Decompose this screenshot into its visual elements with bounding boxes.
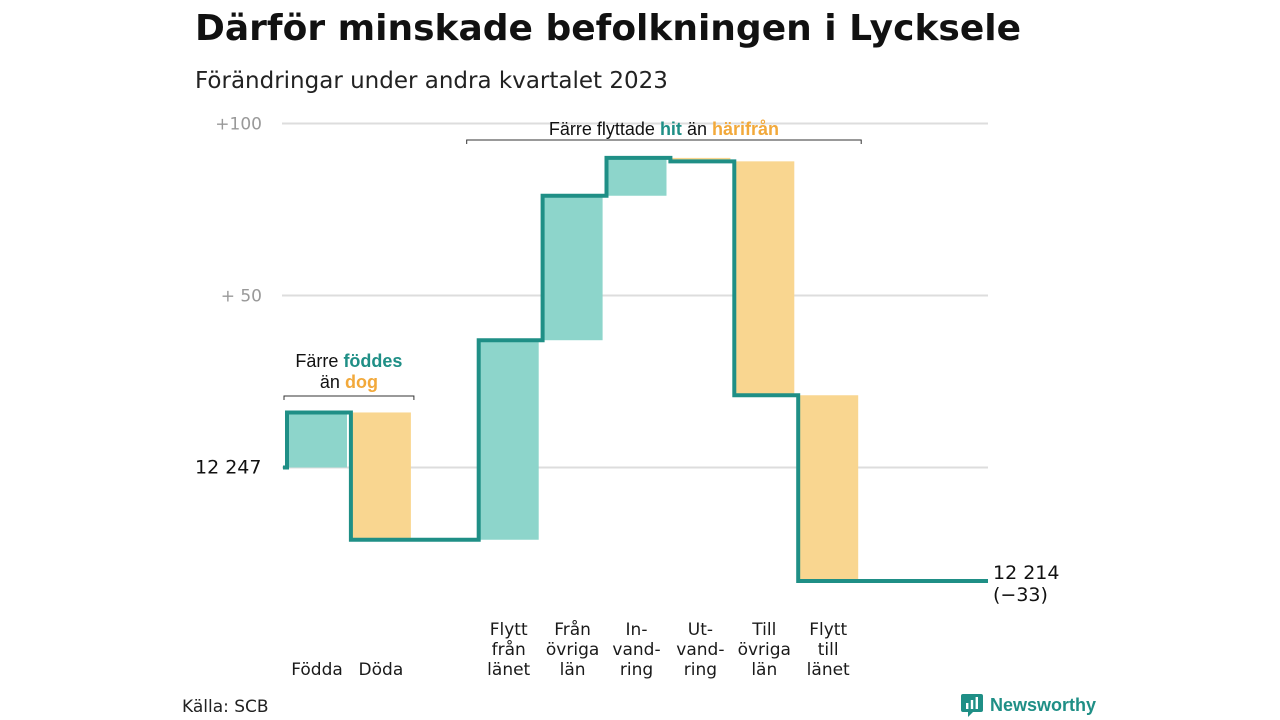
category-label: länet (487, 660, 530, 680)
end-change-label: (−33) (993, 584, 1048, 606)
annotation-bracket (283, 395, 415, 400)
annotation-text: Färre föddes (295, 351, 402, 371)
annotation-span: härifrån (712, 119, 779, 139)
y-tick-label: +100 (215, 115, 262, 135)
decrease-bar (350, 412, 411, 540)
annotation-bracket (466, 139, 862, 144)
step-line-layer (283, 155, 988, 584)
chart-subtitle: Förändringar under andra kvartalet 2023 (195, 68, 668, 94)
category-label: till (818, 640, 839, 660)
category-label: vand- (676, 640, 724, 660)
category-label: län (560, 660, 586, 680)
category-label: Flytt (809, 620, 847, 640)
annotation-span: än (682, 119, 712, 139)
annotation-span: föddes (343, 351, 402, 371)
brand-logo: Newsworthy (960, 692, 1096, 718)
brand-name: Newsworthy (990, 694, 1097, 715)
source-note: Källa: SCB (182, 697, 269, 717)
category-labels: Födda DödaFlyttfrånlänetFrånövrigalänIn-v… (291, 619, 850, 680)
increase-bar (606, 157, 667, 196)
annotation-span: dog (345, 372, 378, 392)
category-label: ring (684, 660, 717, 680)
category-label: från (492, 639, 526, 660)
end-value-label: 12 214 (993, 562, 1059, 584)
annotation-text: Färre flyttade hit än härifrån (549, 119, 779, 139)
increase-bar (287, 412, 347, 468)
annotation-text: än dog (320, 372, 378, 392)
category-label: Från (554, 619, 591, 640)
annotation-span: än (320, 372, 345, 392)
y-tick-label: + 50 (221, 287, 262, 307)
endpoint-labels: 12 247 12 214(−33) (195, 457, 1059, 607)
start-value-label: 12 247 (195, 457, 261, 479)
annotation-span: Färre (295, 351, 343, 371)
category-label: Döda (359, 660, 404, 680)
chart-title: Därför minskade befolkningen i Lycksele (195, 8, 1021, 49)
decrease-bar (798, 395, 859, 582)
category-label: Till (751, 620, 776, 640)
annotation-span: hit (660, 119, 682, 139)
category-label: In- (626, 620, 648, 640)
step-line (283, 155, 988, 584)
category-label: län (751, 660, 777, 680)
decrease-bar (734, 161, 795, 396)
increase-bar (542, 195, 603, 341)
category-label: övriga (546, 640, 599, 660)
category-label: länet (807, 660, 850, 680)
category-label: vand- (612, 640, 660, 660)
annotation-span: Färre flyttade (549, 119, 660, 139)
newsworthy-logo-icon (961, 694, 983, 717)
y-axis-ticks: +100 + 50 (215, 115, 262, 307)
category-label: övriga (738, 640, 791, 660)
category-label: Födda (291, 660, 343, 680)
waterfall-bars (287, 157, 859, 582)
increase-bar (478, 340, 539, 540)
category-label: ring (620, 660, 653, 680)
category-label: Flytt (490, 620, 528, 640)
category-label: Ut- (688, 620, 713, 640)
